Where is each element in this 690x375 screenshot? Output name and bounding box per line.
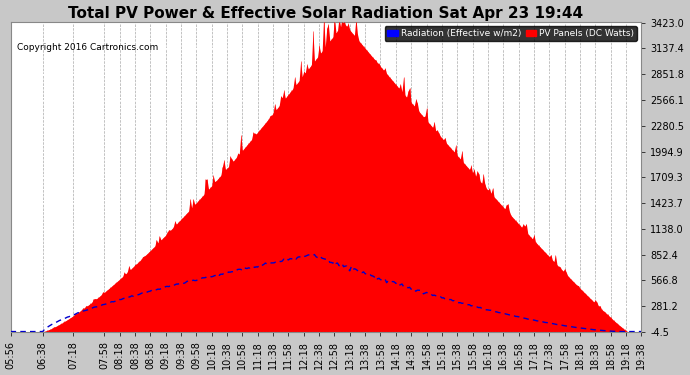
Title: Total PV Power & Effective Solar Radiation Sat Apr 23 19:44: Total PV Power & Effective Solar Radiati… [68, 6, 584, 21]
Legend: Radiation (Effective w/m2), PV Panels (DC Watts): Radiation (Effective w/m2), PV Panels (D… [384, 26, 637, 40]
Text: Copyright 2016 Cartronics.com: Copyright 2016 Cartronics.com [17, 44, 158, 52]
